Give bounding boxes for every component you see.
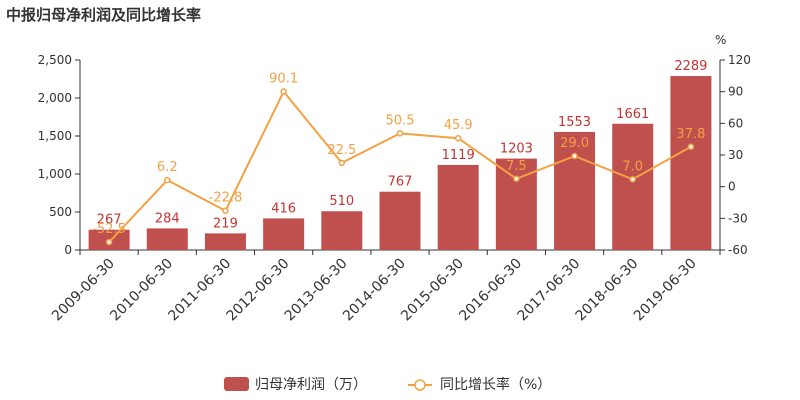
bar [204,233,246,250]
growth-rate-label: 45.9 [444,118,473,133]
bar [263,218,305,250]
growth-rate-point [280,88,287,95]
bar-value-label: 1119 [442,148,475,163]
line-series [105,88,695,246]
bar-value-label: 2289 [674,59,707,74]
bar-value-label: 1203 [500,142,533,157]
growth-rate-point [571,152,578,160]
growth-rate-point [164,176,171,184]
right-axis-tick-label: 90 [728,85,743,99]
right-axis-tick-label: -30 [728,211,748,225]
bar [321,211,363,250]
left-axis-tick-label: 1,000 [38,167,72,181]
right-axis-tick-label: 120 [728,53,751,67]
x-axis-tick-label: 2019-06-30 [631,256,700,325]
bar [437,164,479,250]
growth-rate-label: 7.0 [622,159,643,174]
right-axis-tick-label: 30 [728,148,743,162]
growth-rate-label: 22.5 [327,143,356,158]
growth-rate-label: 7.5 [506,159,527,174]
bar-value-label: 267 [97,213,122,228]
growth-rate-point [687,143,695,151]
growth-rate-label: 50.5 [386,113,415,128]
growth-rate-point [454,134,462,142]
growth-rate-label: 6.2 [157,160,178,175]
growth-rate-label: 90.1 [269,72,298,87]
bar-value-label: 416 [271,201,296,216]
bar [379,191,421,250]
bar [146,228,188,250]
growth-rate-point [513,175,520,182]
bar [670,76,712,250]
legend-bar-swatch[interactable] [224,377,249,391]
right-axis-tick-label: -60 [728,243,748,257]
left-axis-tick-label: 2,000 [38,91,72,105]
left-axis-tick-label: 500 [49,205,72,219]
bar-series [88,76,712,250]
growth-rate-point [338,159,346,167]
left-axis-tick-label: 1,500 [38,129,72,143]
bar-value-label: 284 [155,211,180,226]
line-data-labels: -52.5 6.2 -22.8 90.1 22.5 50.5 45.9 7.5 29.0 7.0 3… [92,72,705,238]
bar-value-label: 1553 [558,115,591,130]
bar-data-labels: 267 284 219 416 510 767 1119 1203 1553 1661 2289 [97,59,708,231]
bar [612,123,654,250]
growth-rate-point [105,238,113,246]
growth-rate-label: -52.5 [92,222,126,237]
right-axis-tick-label: 60 [728,116,743,130]
bar [554,131,596,250]
bar-value-label: 1661 [616,107,649,122]
growth-rate-label: -22.8 [209,191,243,206]
legend: 归母净利润（万） 同比增长率（%） [224,376,551,393]
legend-bar-label[interactable]: 归母净利润（万） [255,376,367,393]
growth-rate-label: 29.0 [560,136,589,151]
chart-title: 中报归母净利润及同比增长率 [6,6,201,24]
bar-value-label: 767 [388,175,413,190]
growth-rate-point [222,207,229,214]
left-axis-tick-label: 2,500 [38,53,72,67]
right-axis-unit: % [715,33,726,47]
right-axis-tick-label: 0 [728,180,736,194]
growth-rate-point [629,176,636,183]
bar-value-label: 510 [329,194,354,209]
bar-value-label: 219 [213,216,238,231]
left-axis-tick-label: 0 [64,243,72,257]
legend-line-marker[interactable] [414,379,426,391]
growth-rate-label: 37.8 [676,127,705,142]
legend-line-label[interactable]: 同比增长率（%） [440,376,551,393]
growth-rate-point [396,130,404,137]
